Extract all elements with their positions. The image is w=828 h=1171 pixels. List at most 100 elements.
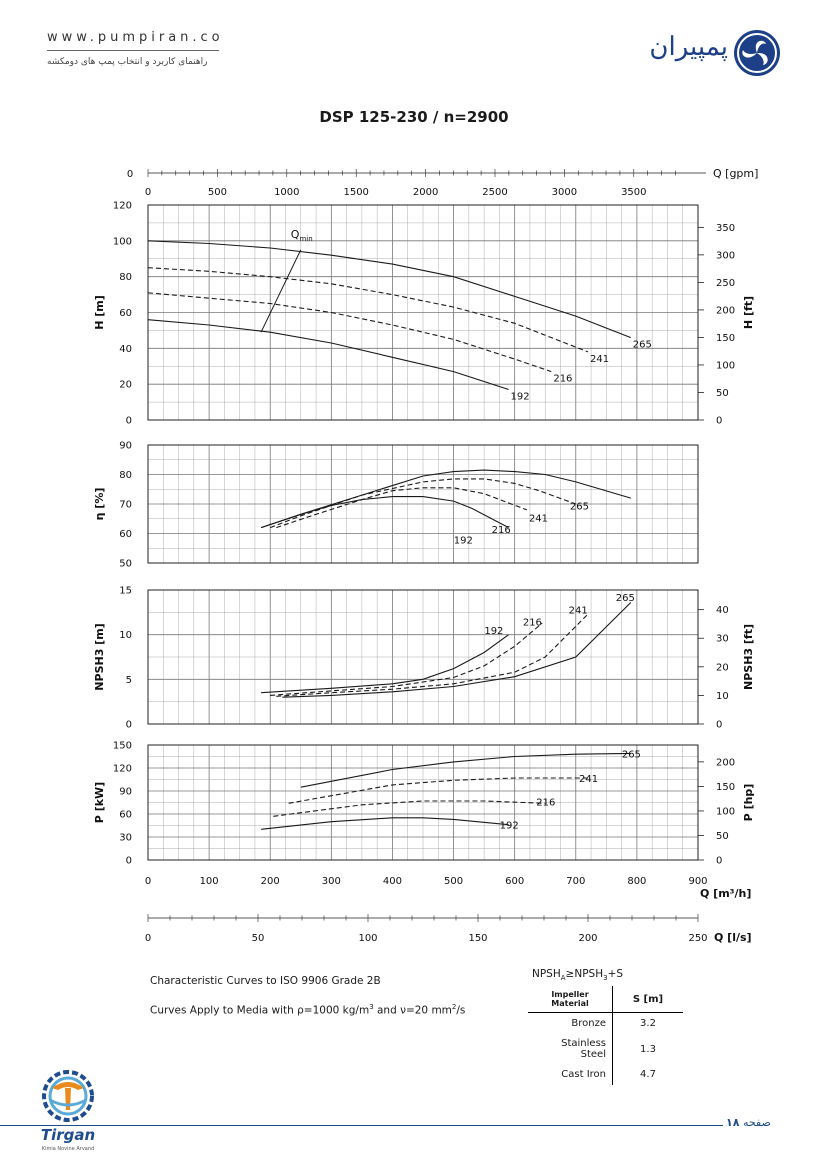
chart-title: DSP 125-230 / n=2900 — [319, 108, 509, 126]
curve-192 — [147, 319, 509, 391]
ls-tick-label: 150 — [468, 933, 487, 944]
curve-192 — [261, 817, 509, 830]
y-tick-label: 10 — [119, 630, 132, 641]
curve-241 — [288, 777, 588, 804]
curve-216 — [147, 292, 552, 373]
curve-label-265: 265 — [616, 593, 635, 604]
pumpiran-logo: پمپیران — [628, 22, 784, 86]
y-axis-label: P [kW] — [93, 782, 106, 823]
y2-tick-label: 250 — [716, 278, 735, 289]
y-tick-label: 90 — [119, 787, 132, 798]
gpm-tick-label: 0 — [145, 187, 151, 198]
y-tick-label: 90 — [119, 441, 132, 452]
curve-265 — [260, 469, 631, 529]
curve-241 — [147, 267, 589, 353]
gpm-axis-label: Q [gpm] — [713, 167, 758, 180]
website-url: www.pumpiran.co — [47, 30, 224, 45]
gpm-tick-label: 3500 — [621, 187, 646, 198]
y-tick-label: 100 — [113, 236, 132, 247]
curve-216 — [270, 622, 543, 696]
y-tick-label: 20 — [119, 380, 132, 391]
table-row: Bronze 3.2 — [528, 1012, 683, 1034]
curve-265 — [300, 752, 631, 788]
ls-tick-label: 100 — [358, 933, 377, 944]
gpm-tick-label: 1000 — [274, 187, 299, 198]
y2-axis-label: H [ft] — [742, 296, 755, 329]
curve-265 — [282, 602, 632, 698]
y2-tick-label: 150 — [716, 333, 735, 344]
curve-241 — [276, 613, 589, 697]
ls-tick-label: 0 — [145, 933, 151, 944]
curve-label-216: 216 — [523, 617, 542, 628]
y2-tick-label: 10 — [716, 691, 729, 702]
y-tick-label: 15 — [119, 586, 132, 597]
y2-axis-label: NPSH3 [ft] — [742, 624, 755, 690]
table-row: Cast Iron 4.7 — [528, 1064, 683, 1085]
header-s: S [m] — [612, 986, 683, 1013]
m3h-tick-label: 700 — [566, 876, 585, 887]
m3h-tick-label: 600 — [505, 876, 524, 887]
note-media: Curves Apply to Media with ρ=1000 kg/m3 … — [150, 1003, 466, 1017]
y2-tick-label: 0 — [716, 416, 722, 427]
header-impeller-material: Impeller Material — [528, 986, 613, 1013]
curve-label-216: 216 — [492, 525, 511, 536]
y2-tick-label: 0 — [716, 720, 722, 731]
curve-label-241: 241 — [529, 513, 548, 524]
curve-241 — [270, 478, 576, 529]
gpm-tick-label: 3000 — [552, 187, 577, 198]
y2-axis-label: P [hp] — [742, 784, 755, 822]
header-divider — [47, 50, 219, 51]
y2-tick-label: 200 — [716, 305, 735, 316]
y2-tick-label: 350 — [716, 223, 735, 234]
y-tick-label: 0 — [126, 720, 132, 731]
panel-frame — [147, 204, 699, 421]
curve-label-241: 241 — [579, 774, 598, 785]
note-iso: Characteristic Curves to ISO 9906 Grade … — [150, 975, 381, 987]
ls-axis-label: Q [l/s] — [714, 931, 752, 944]
curve-265 — [147, 240, 632, 339]
y-tick-label: 30 — [119, 833, 132, 844]
m3h-tick-label: 500 — [444, 876, 463, 887]
tirgan-tagline: Kimia Novine Arvand — [41, 1146, 95, 1152]
y-tick-label: 120 — [113, 201, 132, 212]
ls-tick-label: 50 — [252, 933, 265, 944]
y2-tick-label: 100 — [716, 806, 735, 817]
curve-label-192: 192 — [484, 626, 503, 637]
y2-tick-label: 40 — [716, 605, 729, 616]
y-axis-label: NPSH3 [m] — [93, 623, 106, 690]
curve-label-265: 265 — [633, 340, 652, 351]
m3h-tick-label: 900 — [688, 876, 707, 887]
m3h-tick-label: 400 — [383, 876, 402, 887]
m3h-tick-label: 300 — [322, 876, 341, 887]
npsh-margin-table: Impeller Material S [m] Bronze 3.2 Stain… — [528, 986, 683, 1085]
y-tick-label: 40 — [119, 344, 132, 355]
qmin-line — [260, 249, 302, 333]
gpm-tick-label: 1500 — [343, 187, 368, 198]
y-tick-label: 60 — [119, 810, 132, 821]
y-tick-label: 5 — [126, 675, 132, 686]
y-tick-label: 80 — [119, 272, 132, 283]
y2-tick-label: 200 — [716, 757, 735, 768]
page-number: صفحه ۱۸ — [726, 1116, 771, 1129]
footer-divider — [0, 1125, 723, 1126]
curve-label-216: 216 — [536, 798, 555, 809]
panel-frame — [147, 444, 699, 564]
tirgan-brand: Tirgan — [40, 1126, 96, 1144]
y-tick-label: 0 — [126, 416, 132, 427]
y2-tick-label: 50 — [716, 831, 729, 842]
y-tick-label: 60 — [119, 308, 132, 319]
curve-label-192: 192 — [511, 392, 530, 403]
tirgan-logo: Tirgan Kimia Novine Arvand — [34, 1066, 102, 1158]
curve-label-265: 265 — [570, 501, 589, 512]
pumpiran-emblem-icon — [734, 30, 780, 76]
y-tick-label: 120 — [113, 764, 132, 775]
m3h-tick-label: 800 — [627, 876, 646, 887]
y2-tick-label: 300 — [716, 250, 735, 261]
m3h-tick-label: 100 — [200, 876, 219, 887]
curve-label-265: 265 — [622, 749, 641, 760]
y2-tick-label: 150 — [716, 782, 735, 793]
header-subtitle: راهنمای کاربرد و انتخاب پمپ های دومکشه — [47, 57, 208, 67]
curve-192 — [260, 496, 509, 529]
table-row: Stainless Steel 1.3 — [528, 1034, 683, 1064]
